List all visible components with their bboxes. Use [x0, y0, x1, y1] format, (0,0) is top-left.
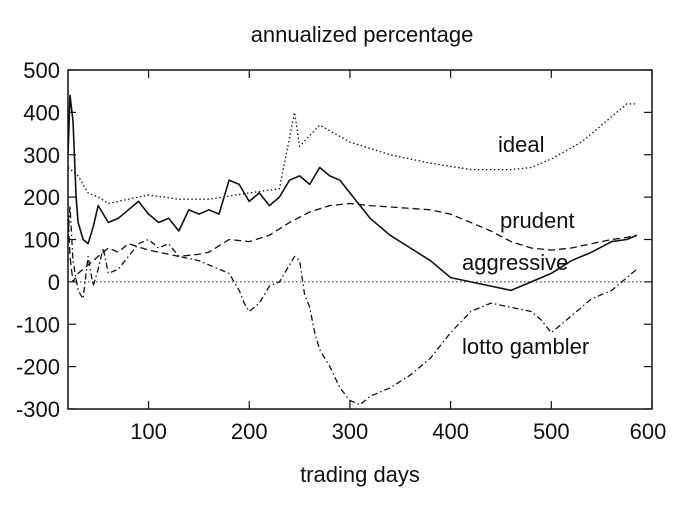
- y-tick-label: 0: [48, 270, 60, 295]
- x-tick-label: 500: [533, 419, 570, 444]
- chart-title: annualized percentage: [251, 22, 474, 47]
- y-tick-label: 100: [23, 228, 60, 253]
- x-tick-label: 100: [130, 419, 167, 444]
- x-axis-label: trading days: [300, 462, 420, 487]
- y-tick-label: -200: [16, 355, 60, 380]
- y-tick-label: -300: [16, 397, 60, 422]
- annotation-aggressive: aggressive: [462, 250, 568, 275]
- x-tick-label: 300: [332, 419, 369, 444]
- series-line-lotto-gambler: [68, 204, 638, 406]
- series-line-ideal: [68, 103, 637, 205]
- y-tick-label: 200: [23, 185, 60, 210]
- y-tick-label: 500: [23, 58, 60, 83]
- series-line-prudent: [68, 202, 638, 283]
- axis-ticks: 500 400 300 200 100 0 -100 -200 -300 100 200 300 400…: [16, 58, 666, 444]
- y-tick-label: 300: [23, 143, 60, 168]
- y-tick-label: 400: [23, 100, 60, 125]
- y-tick-label: -100: [16, 312, 60, 337]
- annotation-prudent: prudent: [500, 208, 575, 233]
- x-tick-label: 400: [432, 419, 469, 444]
- series-lines: [68, 94, 652, 406]
- annotation-lotto-gambler: lotto gambler: [462, 334, 589, 359]
- x-tick-label: 600: [630, 419, 667, 444]
- annotation-ideal: ideal: [498, 132, 544, 157]
- x-tick-label: 200: [231, 419, 268, 444]
- series-line-aggressive: [68, 94, 638, 292]
